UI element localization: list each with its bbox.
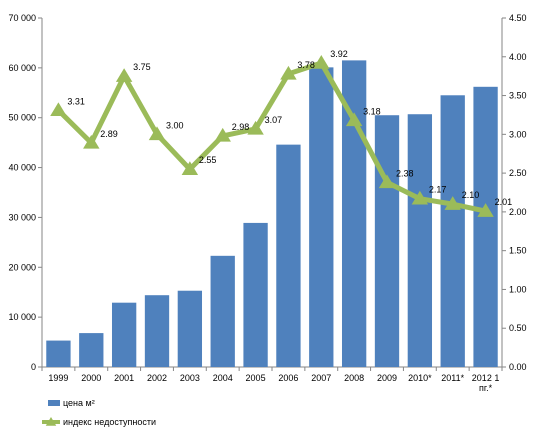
left-tick-label: 20 000 xyxy=(8,262,36,272)
data-label: 3.18 xyxy=(363,106,381,116)
bar xyxy=(46,340,71,367)
bar xyxy=(276,144,301,367)
line-point-marker xyxy=(214,127,231,142)
left-tick-label: 10 000 xyxy=(8,312,36,322)
bar xyxy=(341,60,367,367)
right-tick-label: 4.00 xyxy=(509,52,527,62)
x-tick-label: 2005 xyxy=(246,373,266,383)
right-tick-label: 2.50 xyxy=(509,168,527,178)
data-label: 3.31 xyxy=(67,96,85,106)
right-tick-label: 1.50 xyxy=(509,246,527,256)
line-series-index xyxy=(55,60,489,214)
bar xyxy=(210,255,235,367)
line-point-marker xyxy=(50,102,67,117)
bar xyxy=(309,67,334,367)
line-point-marker xyxy=(313,55,330,69)
line-point-marker xyxy=(378,174,396,189)
left-tick-label: 0 xyxy=(31,362,36,372)
x-tick-label: 2008 xyxy=(344,373,364,383)
line-point-marker xyxy=(247,120,264,135)
bar xyxy=(440,95,465,368)
legend-label-price: цена м² xyxy=(63,398,95,408)
line-point-marker xyxy=(411,190,429,205)
line-point-marker xyxy=(115,68,133,82)
left-tick-label: 60 000 xyxy=(8,63,36,73)
data-label: 3.07 xyxy=(265,115,283,125)
right-tick-label: 4.50 xyxy=(509,13,527,23)
right-tick-label: 2.00 xyxy=(509,207,527,217)
x-tick-label: 2010* xyxy=(408,373,432,383)
x-tick-label: 2004 xyxy=(213,373,233,383)
bar xyxy=(374,115,400,367)
line-point-marker xyxy=(345,112,363,127)
data-label: 2.89 xyxy=(100,129,118,139)
bar xyxy=(79,333,104,367)
left-tick-label: 50 000 xyxy=(8,113,36,123)
data-label: 3.75 xyxy=(133,62,151,72)
x-tick-label: 2000 xyxy=(81,373,101,383)
line-point-marker xyxy=(148,126,166,141)
x-tick-label: 2003 xyxy=(180,373,200,383)
bar xyxy=(177,290,203,367)
data-label: 2.17 xyxy=(429,185,447,195)
data-label: 2.10 xyxy=(462,190,480,200)
line-point-marker xyxy=(477,203,494,217)
legend-swatch-bar xyxy=(48,400,60,406)
left-tick-label: 30 000 xyxy=(8,212,36,222)
x-tick-label: 2001 xyxy=(114,373,134,383)
x-tick-label: 2011* xyxy=(441,373,464,383)
bar xyxy=(144,295,170,367)
right-tick-label: 1.00 xyxy=(509,284,527,294)
data-label: 3.78 xyxy=(297,60,315,70)
bar xyxy=(243,222,268,367)
bar xyxy=(111,302,137,367)
left-tick-label: 70 000 xyxy=(8,13,36,23)
data-label: 3.00 xyxy=(166,120,184,130)
x-tick-label: 2002 xyxy=(147,373,167,383)
x-tick-label: 2006 xyxy=(278,373,298,383)
x-tick-label: 1999 xyxy=(48,373,68,383)
data-label: 2.98 xyxy=(232,122,250,132)
line-point-marker xyxy=(83,134,100,149)
x-tick-label: 2012 1 пг.* xyxy=(472,373,500,393)
data-label: 2.55 xyxy=(199,155,217,165)
right-tick-label: 0.00 xyxy=(509,362,527,372)
bar xyxy=(407,114,433,367)
right-tick-label: 3.50 xyxy=(509,91,527,101)
line-point-marker xyxy=(181,161,199,175)
legend-swatch-marker xyxy=(45,417,57,426)
line-point-marker xyxy=(280,65,297,80)
data-label: 2.38 xyxy=(396,168,414,178)
data-label: 2.01 xyxy=(495,197,513,207)
right-tick-label: 3.00 xyxy=(509,129,527,139)
data-label: 3.92 xyxy=(330,49,348,59)
legend-label-index: индекс недоступности xyxy=(63,417,156,427)
x-tick-label: 2007 xyxy=(311,373,331,383)
bar xyxy=(473,86,498,367)
line-point-marker xyxy=(444,196,461,210)
left-tick-label: 40 000 xyxy=(8,163,36,173)
x-tick-label: 2009 xyxy=(377,373,397,383)
right-tick-label: 0.50 xyxy=(509,323,527,333)
